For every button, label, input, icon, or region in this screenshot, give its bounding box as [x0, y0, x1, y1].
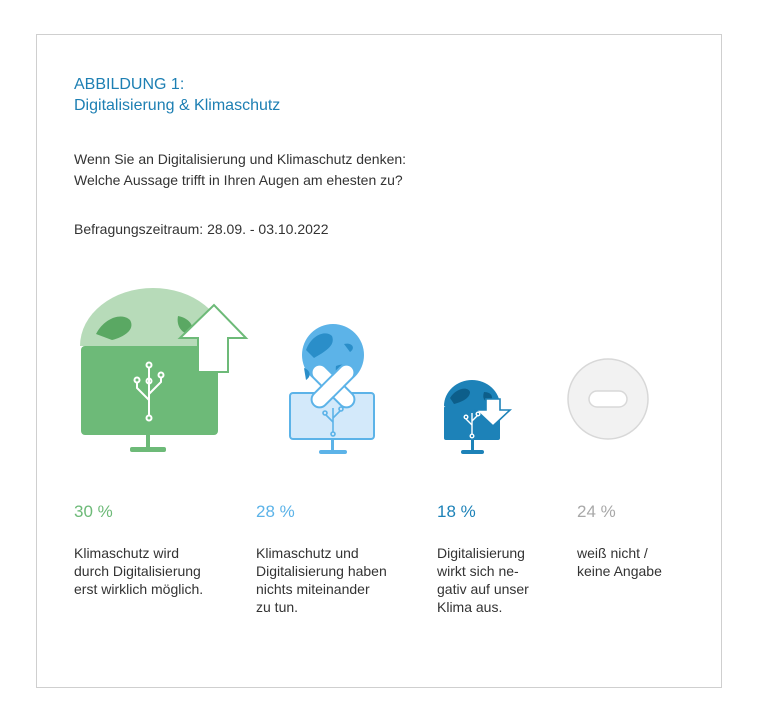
pct-label-2: 28 % — [256, 502, 295, 521]
survey-question: Wenn Sie an Digitalisierung und Klimasch… — [74, 149, 406, 191]
monitor-globe-up-arrow-icon — [80, 288, 249, 452]
category-label-4: weiß nicht / keine Angabe — [577, 545, 662, 579]
category-label-1: Klimaschutz wird durch Digitalisierung e… — [74, 545, 204, 597]
figure-title: Digitalisierung & Klimaschutz — [74, 97, 281, 114]
pct-label-4: 24 % — [577, 502, 616, 521]
pct-label-1: 30 % — [74, 502, 113, 521]
minus-circle-icon — [567, 358, 649, 440]
survey-period: Befragungszeitraum: 28.09. - 03.10.2022 — [74, 221, 329, 237]
category-label-3: Digitalisierung wirkt sich ne- gativ auf… — [437, 545, 529, 615]
monitor-globe-down-arrow-icon — [444, 380, 513, 454]
monitor-globe-cross-icon — [289, 324, 375, 454]
pct-label-3: 18 % — [437, 502, 476, 521]
category-label-2: Klimaschutz und Digitalisierung haben ni… — [256, 545, 387, 615]
question-line-2: Welche Aussage trifft in Ihren Augen am … — [74, 172, 403, 188]
figure-label: ABBILDUNG 1: — [74, 76, 185, 93]
question-line-1: Wenn Sie an Digitalisierung und Klimasch… — [74, 151, 407, 167]
chart-icons — [80, 288, 649, 454]
